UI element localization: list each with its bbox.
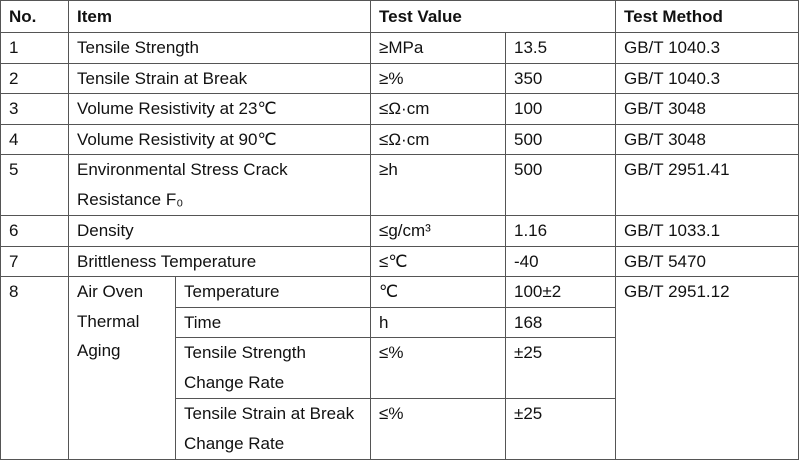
method-cell: GB/T 2951.41 <box>615 154 799 216</box>
row-number: 6 <box>0 215 69 247</box>
unit-cell: ≤% <box>370 398 506 460</box>
header-cell: Test Value <box>370 0 616 33</box>
value-cell: 100±2 <box>505 276 616 308</box>
table-row: 5 Environmental Stress Crack Resistance F… <box>0 154 799 216</box>
table-row: 3 Volume Resistivity at 23℃ ≤Ω·cm 100 GB/T 3… <box>0 93 799 125</box>
table-row: 8 Air Oven Thermal Aging Temperature ℃ 100±2… <box>0 276 799 460</box>
row-number: 3 <box>0 93 69 125</box>
param-name: Temperature <box>175 276 371 308</box>
value-cell: 168 <box>505 306 616 338</box>
unit-cell: ≥% <box>370 62 506 94</box>
unit-cell: ≤Ω·cm <box>370 123 506 155</box>
method-cell: GB/T 2951.12 <box>615 276 799 460</box>
method-cell: GB/T 1040.3 <box>615 32 799 64</box>
unit-cell: ≥MPa <box>370 32 506 64</box>
row-number: 2 <box>0 62 69 94</box>
group-item: Air Oven Thermal Aging <box>68 276 176 460</box>
table-row: Tensile Strain at Break Change Rate ≤% ±25 <box>1 398 799 460</box>
table-row: Time h 168 <box>1 306 799 338</box>
item-cell: Brittleness Temperature <box>68 245 371 277</box>
value-cell: 13.5 <box>505 32 616 64</box>
value-cell: 350 <box>505 62 616 94</box>
item-cell: Tensile Strength <box>68 32 371 64</box>
row-number: 1 <box>0 32 69 64</box>
unit-cell: ℃ <box>370 276 506 308</box>
header-cell: Test Method <box>615 0 799 33</box>
value-cell: 500 <box>505 154 616 216</box>
param-name: Tensile Strength Change Rate <box>175 337 371 399</box>
method-cell: GB/T 3048 <box>615 93 799 125</box>
row-number: 8 <box>0 276 69 460</box>
unit-cell: ≤g/cm³ <box>370 215 506 247</box>
row-number: 4 <box>0 123 69 155</box>
item-cell: Density <box>68 215 371 247</box>
value-cell: ±25 <box>505 398 616 460</box>
table-row: No. Item Test Value Test Method <box>0 0 799 33</box>
method-cell: GB/T 3048 <box>615 123 799 155</box>
unit-cell: ≤% <box>370 337 506 399</box>
value-cell: ±25 <box>505 337 616 399</box>
item-cell: Volume Resistivity at 90℃ <box>68 123 371 155</box>
table-row: 6 Density ≤g/cm³ 1.16 GB/T 1033.1 <box>0 215 799 247</box>
header-cell: Item <box>68 0 371 33</box>
value-cell: 1.16 <box>505 215 616 247</box>
unit-cell: ≤Ω·cm <box>370 93 506 125</box>
header-cell: No. <box>0 0 69 33</box>
item-cell: Tensile Strain at Break <box>68 62 371 94</box>
method-cell: GB/T 1040.3 <box>615 62 799 94</box>
table-row: 2 Tensile Strain at Break ≥% 350 GB/T 1040.3 <box>0 62 799 94</box>
param-name: Time <box>175 306 371 338</box>
table-row: 1 Tensile Strength ≥MPa 13.5 GB/T 1040.3 <box>0 32 799 64</box>
value-cell: 500 <box>505 123 616 155</box>
method-cell: GB/T 1033.1 <box>615 215 799 247</box>
table-row: 4 Volume Resistivity at 90℃ ≤Ω·cm 500 GB/T 3… <box>0 123 799 155</box>
method-cell: GB/T 5470 <box>615 245 799 277</box>
value-cell: 100 <box>505 93 616 125</box>
row-number: 5 <box>0 154 69 216</box>
table-row: 7 Brittleness Temperature ≤℃ -40 GB/T 5470 <box>0 245 799 277</box>
item-cell: Environmental Stress Crack Resistance F₀ <box>68 154 371 216</box>
row-number: 7 <box>0 245 69 277</box>
unit-cell: ≤℃ <box>370 245 506 277</box>
item-cell: Volume Resistivity at 23℃ <box>68 93 371 125</box>
value-cell: -40 <box>505 245 616 277</box>
unit-cell: ≥h <box>370 154 506 216</box>
unit-cell: h <box>370 306 506 338</box>
param-name: Tensile Strain at Break Change Rate <box>175 398 371 460</box>
